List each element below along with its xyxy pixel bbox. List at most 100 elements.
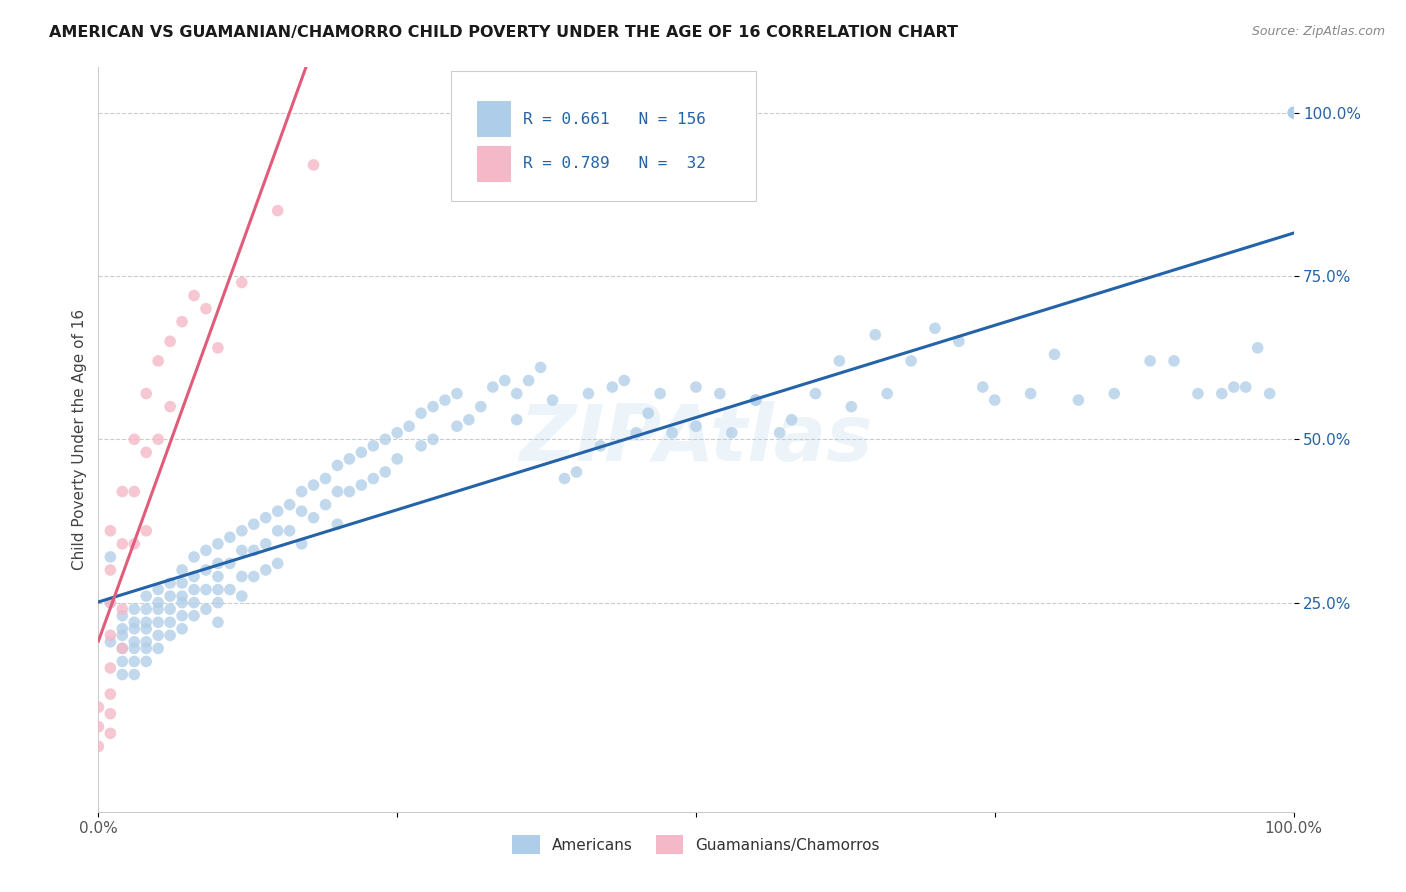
Point [1282, 105, 1305, 120]
Point [231, 524, 253, 538]
Point [434, 393, 457, 408]
Point [828, 354, 851, 368]
Point [159, 615, 181, 630]
Point [494, 374, 516, 388]
Point [578, 386, 600, 401]
Point [517, 374, 540, 388]
Point [385, 451, 409, 466]
Point [1187, 386, 1209, 401]
Point [111, 628, 134, 642]
Point [159, 334, 181, 349]
Point [948, 334, 970, 349]
Point [1104, 386, 1126, 401]
Point [291, 484, 314, 499]
Point [98, 596, 122, 610]
Point [768, 425, 790, 440]
FancyBboxPatch shape [477, 101, 510, 136]
Point [98, 726, 122, 740]
Point [648, 386, 672, 401]
Point [219, 530, 242, 544]
Point [124, 655, 146, 669]
Point [721, 425, 744, 440]
Legend: Americans, Guamanians/Chamorros: Americans, Guamanians/Chamorros [506, 829, 886, 860]
Point [1067, 393, 1090, 408]
Point [124, 433, 146, 447]
Point [231, 543, 253, 558]
Point [111, 484, 134, 499]
Point [207, 615, 229, 630]
Point [124, 615, 146, 630]
Point [267, 203, 290, 218]
Point [745, 393, 768, 408]
Point [315, 471, 337, 485]
Point [254, 563, 277, 577]
Point [1247, 341, 1270, 355]
Point [350, 445, 373, 459]
Point [1163, 354, 1185, 368]
Point [195, 543, 218, 558]
Point [363, 471, 385, 485]
Point [172, 563, 194, 577]
FancyBboxPatch shape [477, 146, 510, 182]
Point [148, 354, 170, 368]
Point [1258, 386, 1281, 401]
Point [207, 557, 229, 571]
Text: Source: ZipAtlas.com: Source: ZipAtlas.com [1251, 25, 1385, 38]
Point [1282, 105, 1305, 120]
Point [458, 413, 481, 427]
Point [780, 413, 803, 427]
Point [231, 276, 253, 290]
Point [148, 582, 170, 597]
Point [124, 635, 146, 649]
Point [124, 622, 146, 636]
Point [267, 504, 290, 518]
Point [339, 451, 361, 466]
Point [87, 700, 110, 714]
Point [685, 380, 707, 394]
Point [1019, 386, 1042, 401]
Point [219, 582, 242, 597]
Point [1139, 354, 1161, 368]
Point [135, 641, 157, 656]
Point [1211, 386, 1233, 401]
Point [243, 569, 266, 583]
Point [135, 589, 157, 603]
Point [111, 655, 134, 669]
Point [98, 628, 122, 642]
Point [339, 484, 361, 499]
Point [709, 386, 731, 401]
Point [685, 419, 707, 434]
Point [302, 478, 325, 492]
Point [804, 386, 827, 401]
Point [589, 439, 612, 453]
Point [385, 425, 409, 440]
Point [219, 557, 242, 571]
Text: AMERICAN VS GUAMANIAN/CHAMORRO CHILD POVERTY UNDER THE AGE OF 16 CORRELATION CHA: AMERICAN VS GUAMANIAN/CHAMORRO CHILD POV… [49, 25, 959, 40]
Point [172, 315, 194, 329]
Point [148, 628, 170, 642]
Point [135, 524, 157, 538]
Point [924, 321, 946, 335]
Point [111, 602, 134, 616]
Point [135, 615, 157, 630]
Point [554, 471, 576, 485]
Point [326, 517, 349, 532]
Point [1282, 105, 1305, 120]
Point [207, 596, 229, 610]
Point [506, 386, 529, 401]
Point [159, 576, 181, 591]
Point [254, 510, 277, 524]
Point [243, 517, 266, 532]
Point [98, 687, 122, 701]
Point [159, 628, 181, 642]
Point [111, 641, 134, 656]
Point [98, 706, 122, 721]
Point [98, 563, 122, 577]
Point [98, 635, 122, 649]
Point [135, 602, 157, 616]
Point [124, 602, 146, 616]
Point [148, 602, 170, 616]
Point [207, 569, 229, 583]
Point [183, 596, 205, 610]
Point [111, 608, 134, 623]
